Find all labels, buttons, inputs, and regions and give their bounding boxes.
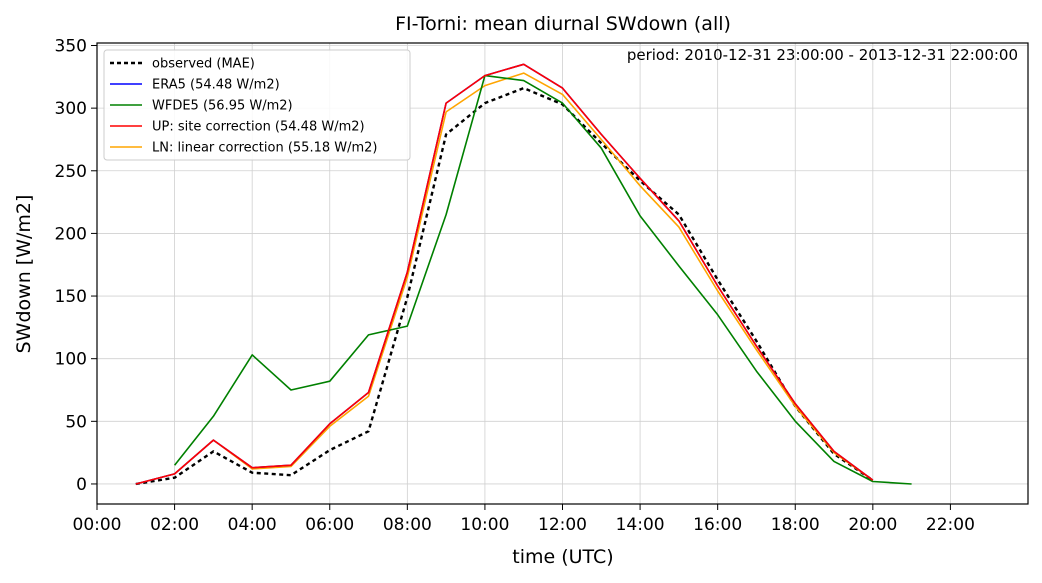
x-tick-label: 16:00 — [693, 515, 742, 535]
x-tick-label: 18:00 — [771, 515, 820, 535]
y-tick-label: 150 — [55, 287, 87, 307]
series-line-0 — [135, 86, 874, 486]
x-axis-label: time (UTC) — [512, 546, 613, 568]
y-tick-label: 100 — [55, 350, 87, 370]
legend-label: ERA5 (54.48 W/m2) — [152, 78, 280, 93]
chart-title: FI-Torni: mean diurnal SWdown (all) — [395, 13, 731, 35]
y-tick-label: 250 — [55, 162, 87, 182]
series-line-2 — [173, 74, 912, 485]
x-tick-label: 06:00 — [305, 515, 354, 535]
legend-label: UP: site correction (54.48 W/m2) — [152, 120, 365, 135]
y-tick-label: 300 — [55, 99, 87, 119]
x-tick-label: 10:00 — [460, 515, 509, 535]
x-tick-label: 08:00 — [383, 515, 432, 535]
y-tick-label: 350 — [55, 37, 87, 57]
legend-box — [103, 49, 411, 161]
y-tick-label: 50 — [65, 412, 87, 432]
x-tick-label: 14:00 — [616, 515, 665, 535]
y-tick-label: 200 — [55, 224, 87, 244]
series-line-3 — [135, 63, 874, 485]
period-annotation: period: 2010-12-31 23:00:00 - 2013-12-31… — [627, 46, 1018, 64]
x-tick-label: 04:00 — [228, 515, 277, 535]
x-tick-label: 00:00 — [73, 515, 122, 535]
legend-label: observed (MAE) — [152, 57, 255, 72]
axis-ticks: 00:00 02:00 04:00 06:00 08:00 10:00 12:00 14:00… — [55, 37, 975, 535]
y-axis-label: SWdown [W/m2] — [13, 195, 35, 354]
series-line-4 — [135, 72, 874, 485]
x-tick-label: 12:00 — [538, 515, 587, 535]
legend-label: LN: linear correction (55.18 W/m2) — [152, 141, 378, 156]
x-tick-label: 22:00 — [926, 515, 975, 535]
x-tick-label: 20:00 — [848, 515, 897, 535]
grid — [96, 43, 1028, 504]
x-tick-label: 02:00 — [150, 515, 199, 535]
y-tick-label: 0 — [76, 475, 87, 495]
legend-label: WFDE5 (56.95 W/m2) — [152, 99, 293, 114]
series-lines — [135, 63, 912, 486]
legend: observed (MAE) ERA5 (54.48 W/m2) WFDE5 (56… — [103, 49, 411, 161]
